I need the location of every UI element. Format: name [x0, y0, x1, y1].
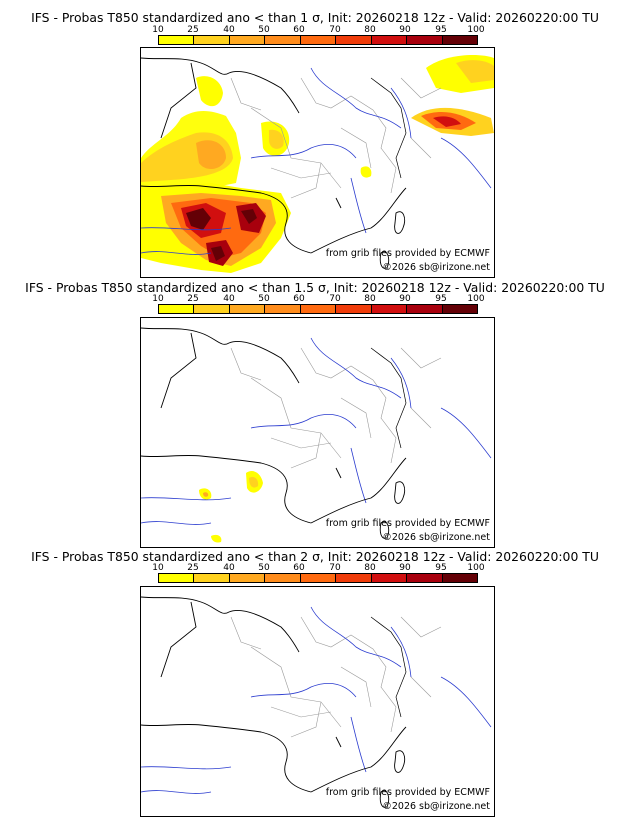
- panel-3-colorbar: [158, 573, 478, 583]
- colorbar-tick: 90: [399, 563, 411, 573]
- rivers: [141, 606, 492, 794]
- panel-1-colorbar-ticks: 10 25 40 50 60 70 80 90 95 100: [152, 25, 484, 35]
- colorbar-tick: 70: [329, 25, 341, 35]
- colorbar-tick: 40: [223, 25, 235, 35]
- colorbar-bin: [159, 36, 195, 44]
- panel-3-credit: from grib files provided by ECMWF: [325, 787, 490, 798]
- colorbar-bin: [194, 305, 230, 313]
- admin-borders: [230, 616, 442, 738]
- colorbar-bin: [229, 574, 266, 582]
- panel-3-title: IFS - Probas T850 standardized ano < tha…: [31, 549, 599, 564]
- colorbar-tick: 70: [329, 563, 341, 573]
- colorbar-tick: 25: [187, 294, 199, 304]
- colorbar-tick: 60: [293, 25, 305, 35]
- colorbar-tick: 40: [223, 294, 235, 304]
- colorbar-tick: 40: [223, 563, 235, 573]
- colorbar-bin: [442, 305, 477, 313]
- panel-2-title: IFS - Probas T850 standardized ano < tha…: [25, 280, 605, 295]
- colorbar-bin: [336, 36, 372, 44]
- rivers: [141, 67, 492, 255]
- country-borders: [370, 616, 407, 718]
- rivers: [141, 337, 492, 525]
- colorbar-tick: 60: [293, 563, 305, 573]
- country-borders: [370, 77, 407, 179]
- panel-2-colorbar-ticks: 10 25 40 50 60 70 80 90 95 100: [152, 294, 484, 304]
- panel-3-map: from grib files provided by ECMWF ©2026 …: [140, 586, 495, 817]
- colorbar-tick: 100: [467, 563, 485, 573]
- colorbar-bin: [265, 574, 301, 582]
- colorbar-tick: 25: [187, 563, 199, 573]
- admin-borders: [230, 77, 442, 199]
- panel-1-map-canvas: [141, 55, 494, 273]
- colorbar-bin: [371, 305, 408, 313]
- panel-2-map: from grib files provided by ECMWF ©2026 …: [140, 317, 495, 548]
- colorbar-tick: 10: [152, 294, 164, 304]
- colorbar-tick: 90: [399, 294, 411, 304]
- panel-1-title: IFS - Probas T850 standardized ano < tha…: [31, 10, 599, 25]
- colorbar-tick: 95: [435, 25, 447, 35]
- panel-1-colorbar: [158, 35, 478, 45]
- colorbar-tick: 100: [467, 294, 485, 304]
- colorbar-bin: [407, 574, 443, 582]
- colorbar-tick: 100: [467, 25, 485, 35]
- colorbar-tick: 60: [293, 294, 305, 304]
- panel-3-copyright: ©2026 sb@irizone.net: [382, 801, 490, 812]
- colorbar-tick: 90: [399, 25, 411, 35]
- colorbar-bin: [229, 36, 266, 44]
- colorbar-tick: 25: [187, 25, 199, 35]
- colorbar-bin: [159, 305, 195, 313]
- colorbar-bin: [336, 305, 372, 313]
- coastlines: [141, 596, 407, 808]
- colorbar-bin: [442, 36, 477, 44]
- panel-1-map: from grib files provided by ECMWF ©2026 …: [140, 47, 495, 278]
- colorbar-bin: [300, 305, 337, 313]
- panel-1-credit: from grib files provided by ECMWF: [325, 248, 490, 259]
- colorbar-bin: [442, 574, 477, 582]
- colorbar-bin: [265, 36, 301, 44]
- colorbar-tick: 80: [364, 294, 376, 304]
- panel-3-map-canvas: [141, 596, 492, 808]
- colorbar-tick: 50: [258, 563, 270, 573]
- colorbar-bin: [159, 574, 195, 582]
- colorbar-tick: 95: [435, 294, 447, 304]
- panel-2-copyright: ©2026 sb@irizone.net: [382, 532, 490, 543]
- colorbar-bin: [336, 574, 372, 582]
- probability-field: [141, 55, 494, 273]
- colorbar-bin: [300, 36, 337, 44]
- colorbar-bin: [194, 36, 230, 44]
- colorbar-tick: 50: [258, 25, 270, 35]
- colorbar-bin: [407, 305, 443, 313]
- colorbar-tick: 80: [364, 563, 376, 573]
- panel-2-credit: from grib files provided by ECMWF: [325, 518, 490, 529]
- coastlines: [141, 327, 407, 539]
- colorbar-tick: 95: [435, 563, 447, 573]
- colorbar-bin: [407, 36, 443, 44]
- colorbar-tick: 10: [152, 563, 164, 573]
- colorbar-bin: [300, 574, 337, 582]
- colorbar-tick: 70: [329, 294, 341, 304]
- panel-1-copyright: ©2026 sb@irizone.net: [382, 262, 490, 273]
- colorbar-bin: [194, 574, 230, 582]
- colorbar-bin: [265, 305, 301, 313]
- panel-3-colorbar-ticks: 10 25 40 50 60 70 80 90 95 100: [152, 563, 484, 573]
- colorbar-bin: [229, 305, 266, 313]
- panel-2-map-canvas: [141, 327, 492, 543]
- probability-field: [199, 471, 263, 543]
- colorbar-tick: 50: [258, 294, 270, 304]
- panel-2-colorbar: [158, 304, 478, 314]
- colorbar-tick: 10: [152, 25, 164, 35]
- admin-borders: [230, 347, 442, 469]
- colorbar-tick: 80: [364, 25, 376, 35]
- country-borders: [370, 347, 407, 449]
- colorbar-bin: [371, 36, 408, 44]
- coastlines: [141, 57, 407, 269]
- colorbar-bin: [371, 574, 408, 582]
